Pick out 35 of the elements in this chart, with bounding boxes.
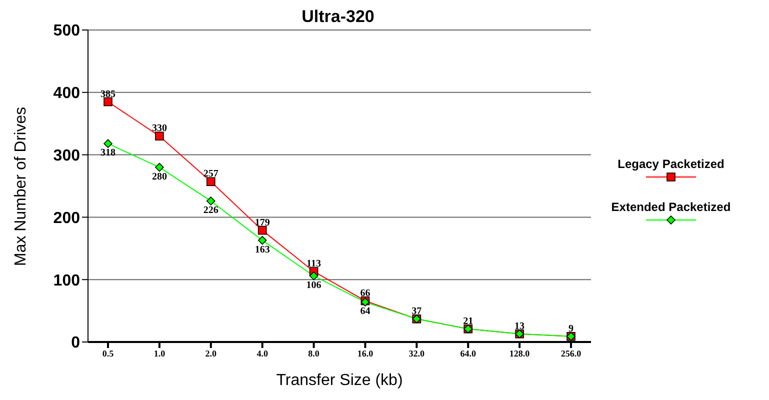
y-tick-label: 100 [53, 272, 80, 290]
data-label: 257 [203, 168, 218, 180]
x-tick-label: 16.0 [357, 348, 374, 358]
text: Extended Packetized [610, 200, 732, 214]
y-axis-title: Max Number of Drives [12, 106, 30, 266]
data-label: 163 [254, 244, 270, 256]
x-tick-label: 32.0 [408, 348, 426, 358]
y-tick-label: 0 [71, 334, 80, 352]
y-tick-label: 300 [53, 147, 80, 164]
data-label: 9 [568, 323, 574, 334]
y-tick-label: 200 [53, 210, 80, 227]
text: Legacy Packetized [616, 157, 726, 171]
x-tick-label: 4.0 [256, 348, 268, 358]
data-label: 280 [152, 171, 167, 182]
data-label: 330 [152, 123, 167, 134]
data-label: 113 [306, 258, 322, 270]
x-tick-label: 128.0 [509, 348, 530, 358]
data-label: 106 [306, 280, 322, 291]
y-tick-label: 500 [53, 22, 80, 40]
y-tick-label: 400 [53, 85, 80, 102]
data-label: 179 [254, 217, 270, 228]
x-tick-label: 2.0 [205, 348, 218, 358]
data-label: 66 [360, 288, 370, 299]
data-label: 21 [463, 316, 474, 327]
x-tick-label: 256.0 [560, 348, 582, 358]
data-label: 226 [203, 205, 218, 216]
x-tick-label: 8.0 [308, 348, 320, 358]
x-tick-label: 0.5 [102, 348, 114, 358]
chart-title: Ultra-320 [302, 7, 374, 26]
x-axis-title: Transfer Size (kb) [276, 372, 403, 389]
data-label: 64 [360, 306, 370, 318]
data-label: 37 [412, 306, 422, 317]
data-label: 13 [514, 320, 525, 332]
x-tick-label: 64.0 [460, 348, 476, 358]
x-tick-label: 1.0 [154, 348, 166, 358]
